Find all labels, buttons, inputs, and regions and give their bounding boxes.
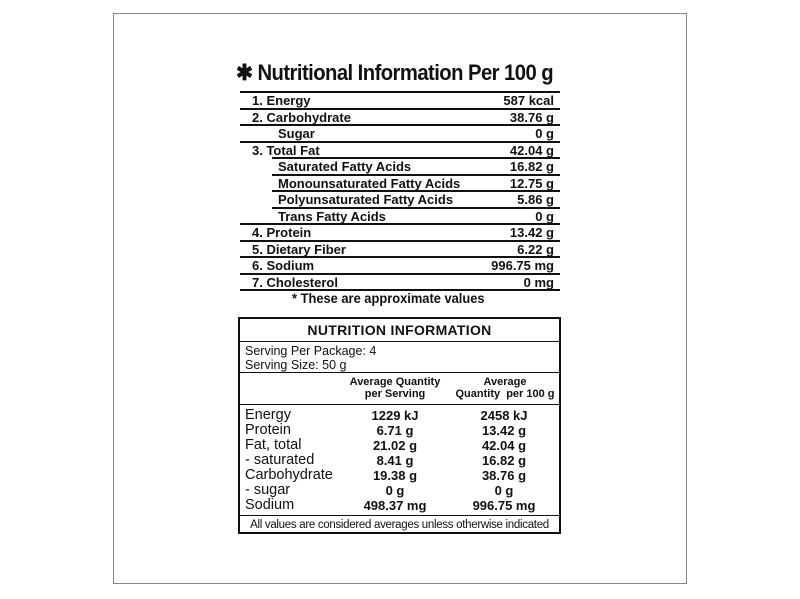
per-100g-value: 16.82 g [481, 453, 527, 468]
row-value: 0 mg [523, 274, 554, 290]
table-row: 6. Sodium 996.75 mg [240, 256, 560, 273]
table-row: 2. Carbohydrate 38.76 g [240, 107, 560, 125]
row-value: 38.76 g [509, 109, 554, 125]
table-row: Sodium 498.37 mg 996.75 mg [240, 497, 559, 514]
row-value: 16.82 g [509, 159, 554, 174]
table-row: Energy 1229 kJ 2458 kJ [240, 407, 559, 424]
row-label: 6. Sodium [252, 258, 315, 273]
table-row: Carbohydrate 19.38 g 38.76 g [240, 467, 559, 484]
divider [240, 289, 560, 291]
header-line: per Serving [364, 388, 426, 400]
row-label: 2. Carbohydrate [252, 109, 351, 125]
row-label: - sugar [245, 482, 291, 498]
per-serving-value: 8.41 g [376, 453, 414, 468]
table-row: Monounsaturated Fatty Acids 12.75 g [272, 173, 560, 191]
table-row: Sugar 0 g [240, 124, 560, 141]
table-row: Fat, total 21.02 g 42.04 g [240, 437, 559, 454]
row-value: 6.22 g [517, 241, 554, 257]
row-label: 5. Dietary Fiber [252, 241, 346, 257]
row-value: 587 kcal [503, 93, 554, 108]
row-label: Trans Fatty Acids [278, 208, 386, 224]
row-label: - saturated [245, 452, 315, 468]
header-line: Average [483, 376, 527, 388]
per-serving-value: 21.02 g [372, 438, 418, 453]
per-100g-value: 13.42 g [481, 423, 527, 438]
per-serving-value: 0 g [385, 483, 405, 498]
row-label: Monounsaturated Fatty Acids [278, 175, 461, 191]
row-label: 1. Energy [252, 93, 311, 108]
table-row: Trans Fatty Acids 0 g [272, 206, 560, 224]
table-row: Saturated Fatty Acids 16.82 g [272, 157, 560, 174]
per-100g-value: 996.75 mg [472, 498, 536, 513]
table-row: 3. Total Fat 42.04 g [240, 140, 560, 158]
per-serving-value: 6.71 g [376, 423, 414, 438]
nutrition-information-panel: NUTRITION INFORMATION Serving Per Packag… [238, 317, 561, 534]
row-value: 0 g [535, 126, 554, 141]
per-serving-value: 498.37 mg [363, 498, 427, 513]
row-label: Fat, total [245, 437, 302, 453]
table-row: 5. Dietary Fiber 6.22 g [240, 239, 560, 257]
row-value: 0 g [535, 208, 554, 224]
row-value: 42.04 g [509, 142, 554, 158]
table-row: Polyunsaturated Fatty Acids 5.86 g [272, 190, 560, 207]
row-label: 3. Total Fat [252, 142, 320, 158]
table-row: Protein 6.71 g 13.42 g [240, 422, 559, 439]
col-per-100g-header: Average Quantity per 100 g [452, 376, 558, 400]
serving-size: Serving Size: 50 g [245, 358, 347, 372]
footnote: * These are approximate values [292, 290, 485, 306]
table-row: 7. Cholesterol 0 mg [240, 272, 560, 290]
per-serving-value: 19.38 g [372, 468, 418, 483]
per-serving-value: 1229 kJ [371, 408, 419, 423]
asterisk-icon: ✱ [236, 60, 253, 85]
row-label: Energy [245, 407, 291, 423]
per-100g-value: 0 g [494, 483, 514, 498]
row-label: Sugar [278, 126, 315, 141]
row-label: Sodium [245, 497, 295, 513]
row-label: 7. Cholesterol [252, 274, 338, 290]
row-label: 4. Protein [252, 225, 312, 240]
header-line: Average Quantity [349, 376, 441, 388]
serving-info: Serving Per Package: 4 Serving Size: 50 … [240, 342, 559, 373]
row-value: 12.75 g [509, 175, 554, 191]
table-row: 4. Protein 13.42 g [240, 223, 560, 240]
per-100g-value: 42.04 g [481, 438, 527, 453]
row-label: Saturated Fatty Acids [278, 159, 412, 174]
title-text: Nutritional Information Per 100 g [257, 60, 554, 85]
row-label: Carbohydrate [245, 467, 333, 483]
per-100g-value: 38.76 g [481, 468, 527, 483]
panel-rows: Energy 1229 kJ 2458 kJ Protein 6.71 g 13.42 g… [240, 405, 559, 516]
row-value: 5.86 g [517, 192, 554, 207]
serving-per-package: Serving Per Package: 4 [245, 344, 377, 358]
panel-footer: All values are considered averages unles… [250, 519, 549, 531]
row-value: 996.75 mg [491, 258, 554, 273]
per-100g-value: 2458 kJ [480, 408, 528, 423]
table-row: - saturated 8.41 g 16.82 g [240, 452, 559, 469]
col-per-serving-header: Average Quantity per Serving [340, 376, 450, 400]
panel-title: NUTRITION INFORMATION [240, 319, 559, 342]
image-frame [113, 13, 687, 584]
per-100g-title: ✱ Nutritional Information Per 100 g [236, 60, 554, 86]
row-label: Protein [245, 422, 291, 438]
header-line: Quantity per 100 g [455, 388, 555, 400]
row-value: 13.42 g [509, 225, 554, 240]
column-headers: Average Quantity per Serving Average Qua… [240, 373, 559, 405]
table-row: 1. Energy 587 kcal [240, 91, 560, 108]
table-row: - sugar 0 g 0 g [240, 482, 559, 499]
row-label: Polyunsaturated Fatty Acids [278, 192, 454, 207]
